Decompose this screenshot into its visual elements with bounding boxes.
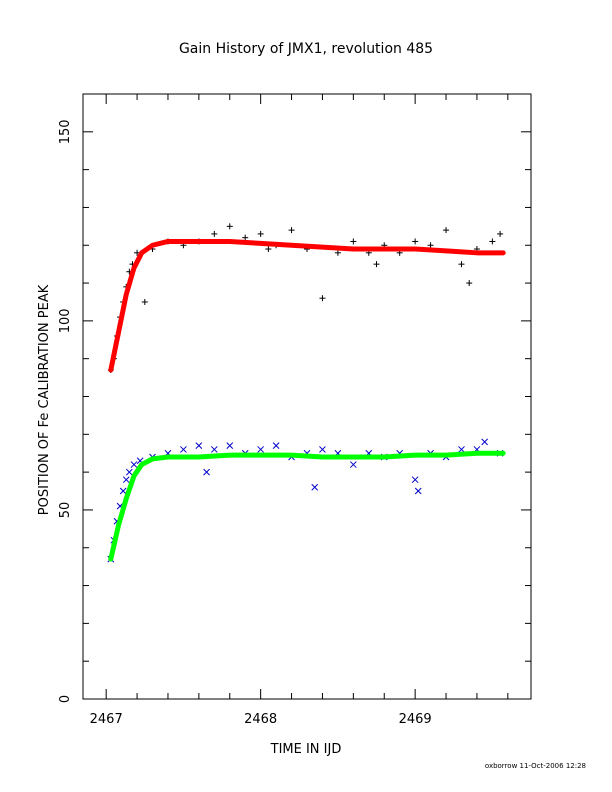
x-tick-label: 2469 (399, 712, 432, 727)
cross-marker-point (349, 461, 357, 468)
cross-marker-point (481, 438, 489, 446)
x-tick-label: 2467 (90, 712, 123, 727)
cross-marker-point (257, 446, 265, 453)
plot-footer-credit: oxborrow 11-Oct-2006 12:28 (485, 762, 586, 770)
cross-marker-point (119, 487, 127, 495)
plus-marker-point (226, 223, 233, 230)
plus-marker-point (412, 238, 419, 245)
x-tick-label: 2468 (244, 712, 277, 727)
fit-curve (108, 450, 506, 562)
plus-marker-point (466, 280, 473, 287)
y-tick-label: 150 (58, 119, 73, 144)
cross-marker-point (414, 487, 422, 495)
plus-marker-point (211, 230, 218, 237)
y-tick-label: 100 (58, 308, 73, 333)
cross-marker-point (311, 483, 319, 491)
cross-marker-point (122, 476, 130, 484)
plus-marker-point (265, 246, 272, 253)
cross-marker-point (272, 442, 280, 450)
cross-marker-point (195, 442, 203, 450)
axis-tick-labels: 2467 2468 2469 0 50 100 150 (58, 119, 432, 727)
plot-frame (82, 93, 532, 700)
y-axis-label: POSITION OF Fe CALIBRATION PEAK (37, 284, 52, 515)
cross-marker-point (411, 476, 419, 484)
plus-marker-point (489, 238, 496, 245)
cross-marker-point (319, 446, 326, 453)
plus-marker-point (497, 230, 504, 237)
x-axis-label: TIME IN IJD (270, 742, 342, 757)
plus-marker-point (257, 230, 264, 237)
y-tick-label: 0 (58, 695, 73, 703)
fit-curve (108, 238, 506, 373)
plus-marker-point (373, 261, 380, 268)
cross-marker-point (125, 468, 133, 476)
cross-marker-point (458, 446, 465, 453)
data-marks (107, 223, 506, 563)
plus-marker-point (443, 227, 450, 234)
plus-marker-point (242, 234, 249, 241)
plus-marker-point (427, 242, 434, 249)
chart-title: Gain History of JMX1, revolution 485 (179, 41, 433, 57)
axis-ticks (83, 93, 531, 700)
cross-marker-point (226, 442, 234, 450)
cross-marker-point (130, 461, 138, 468)
plus-marker-point (288, 227, 295, 234)
y-tick-label: 50 (58, 502, 73, 519)
cross-marker-point (203, 468, 210, 476)
plus-marker-point (141, 298, 148, 305)
plus-marker-point (319, 295, 326, 302)
cross-marker-point (180, 446, 187, 453)
plus-marker-point (350, 238, 357, 245)
plus-marker-point (458, 261, 465, 268)
cross-marker-point (210, 446, 218, 453)
plus-marker-point (334, 249, 341, 256)
